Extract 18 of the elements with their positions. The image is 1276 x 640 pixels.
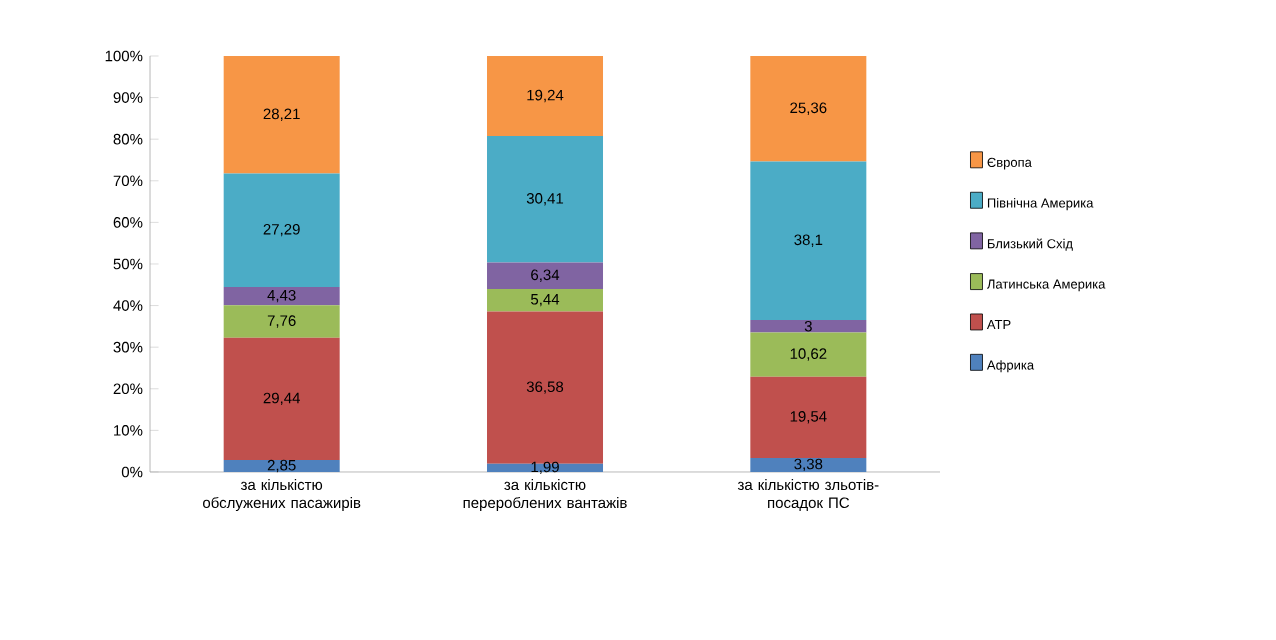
bar	[487, 463, 604, 472]
bar	[487, 136, 604, 263]
bar	[750, 319, 867, 333]
bar	[223, 286, 340, 306]
bar	[487, 55, 604, 137]
bar	[223, 337, 340, 461]
bar	[223, 173, 340, 287]
bar	[223, 305, 340, 338]
bar	[750, 161, 867, 320]
bar	[487, 262, 604, 289]
bar	[487, 311, 604, 464]
bar	[750, 55, 867, 162]
bar	[223, 56, 340, 174]
bar	[750, 457, 867, 472]
bar	[750, 376, 867, 458]
bar	[223, 460, 340, 472]
bar	[487, 288, 604, 312]
bar	[750, 332, 867, 377]
